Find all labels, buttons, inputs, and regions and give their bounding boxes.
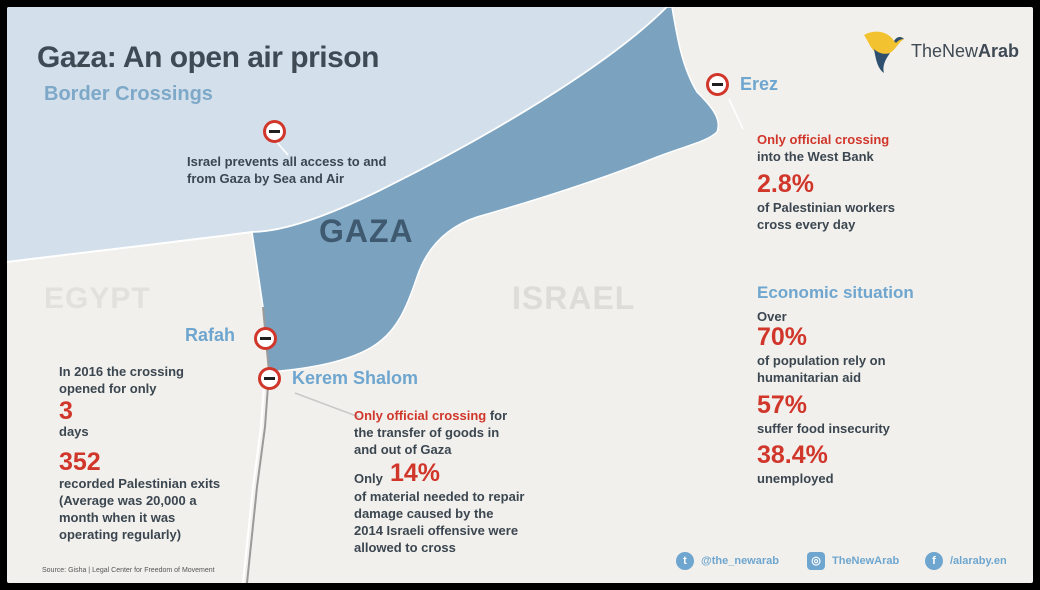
- kerem-highlight: Only official crossing: [354, 408, 487, 423]
- sea-air-line1: Israel prevents all access to and: [187, 154, 387, 169]
- kerem-stat: 14%: [390, 459, 441, 487]
- kerem-stat-line4: allowed to cross: [354, 540, 456, 555]
- kerem-no-entry-icon: [258, 367, 281, 390]
- no-entry-icon: [263, 120, 286, 143]
- twitter-handle[interactable]: @the_newarab: [701, 555, 779, 567]
- instagram-handle[interactable]: TheNewArab: [832, 555, 900, 567]
- egypt-border-line: [246, 306, 271, 583]
- gaza-map: [7, 7, 744, 583]
- region-label-gaza: GAZA: [319, 213, 414, 249]
- kerem-line3: and out of Gaza: [354, 442, 452, 457]
- instagram-icon[interactable]: ◎: [807, 552, 825, 570]
- page-subtitle: Border Crossings: [44, 83, 213, 105]
- kerem-info: Only official crossing for the transfer …: [354, 407, 507, 458]
- gaza-strip-shape: [251, 7, 719, 373]
- erez-no-entry-icon: [706, 73, 729, 96]
- twitter-icon[interactable]: t: [676, 552, 694, 570]
- sea-air-line2: from Gaza by Sea and Air: [187, 171, 345, 186]
- kerem-stat-line3: 2014 Israeli offensive were: [354, 523, 519, 538]
- egypt-border-shade: [242, 371, 266, 583]
- economic-over: Over: [757, 309, 787, 324]
- infographic-card: Gaza: An open air prison Border Crossing…: [7, 7, 1033, 583]
- rafah-stat2-text: recorded Palestinian exits (Average was …: [59, 475, 220, 543]
- rafah-no-entry-icon: [254, 327, 277, 350]
- brand-name-bold: Arab: [978, 41, 1020, 61]
- rafah-stat1: 3: [59, 397, 73, 425]
- rafah-stat2-line4: operating regularly): [59, 527, 182, 542]
- rafah-label: Rafah: [185, 325, 236, 345]
- sea-air-note: Israel prevents all access to and from G…: [187, 153, 386, 187]
- economic-heading: Economic situation: [757, 283, 914, 302]
- economic-stat1: 70%: [757, 323, 808, 351]
- facebook-handle[interactable]: /alaraby.en: [950, 555, 1007, 567]
- economic-stat2: 57%: [757, 391, 808, 419]
- kerem-line1: Only official crossing for: [354, 407, 507, 424]
- brand-name-regular: TheNew: [911, 41, 979, 61]
- sea-area: [7, 7, 667, 262]
- kerem-shalom-label: Kerem Shalom: [292, 368, 419, 388]
- kerem-highlight-tail: for: [486, 408, 508, 423]
- rafah-stat2-line3: month when it was: [59, 510, 176, 525]
- region-label-israel: ISRAEL: [512, 280, 636, 316]
- bird-logo-icon: [864, 31, 904, 73]
- rafah-line1: In 2016 the crossing: [59, 364, 184, 379]
- brand-name: TheNewArab: [911, 41, 1019, 62]
- rafah-stat2-line2: (Average was 20,000 a: [59, 493, 197, 508]
- rafah-stat2: 352: [59, 448, 101, 476]
- erez-text: into the West Bank: [757, 149, 874, 164]
- rafah-stat2-line1: recorded Palestinian exits: [59, 476, 221, 491]
- economic-stat2-text: suffer food insecurity: [757, 421, 890, 436]
- rafah-stat1-text: days: [59, 424, 89, 439]
- erez-stat-text: of Palestinian workers cross every day: [757, 199, 895, 233]
- erez-stat-line2: cross every day: [757, 217, 856, 232]
- kerem-line2: the transfer of goods in: [354, 425, 500, 440]
- kerem-stat-text: of material needed to repair damage caus…: [354, 488, 525, 556]
- kerem-leader-line: [294, 392, 360, 418]
- page-title: Gaza: An open air prison: [37, 41, 379, 74]
- source-note: Source: Gisha | Legal Center for Freedom…: [42, 567, 215, 574]
- region-label-egypt: EGYPT: [44, 282, 151, 315]
- erez-label: Erez: [740, 74, 779, 94]
- erez-info: Only official crossing into the West Ban…: [757, 131, 889, 165]
- kerem-only: Only: [354, 471, 383, 486]
- erez-leader-line: [728, 98, 744, 130]
- economic-stat3: 38.4%: [757, 441, 828, 469]
- kerem-stat-line1: of material needed to repair: [354, 489, 525, 504]
- economic-stat1-line2: humanitarian aid: [757, 370, 862, 385]
- rafah-info: In 2016 the crossing opened for only: [59, 363, 184, 397]
- erez-stat: 2.8%: [757, 170, 814, 198]
- economic-stat1-line1: of population rely on: [757, 353, 886, 368]
- economic-stat3-text: unemployed: [757, 471, 834, 486]
- economic-stat1-text: of population rely on humanitarian aid: [757, 352, 886, 386]
- facebook-icon[interactable]: f: [925, 552, 943, 570]
- erez-highlight: Only official crossing: [757, 132, 890, 147]
- erez-stat-line1: of Palestinian workers: [757, 200, 895, 215]
- rafah-line2: opened for only: [59, 381, 157, 396]
- kerem-stat-line2: damage caused by the: [354, 506, 494, 521]
